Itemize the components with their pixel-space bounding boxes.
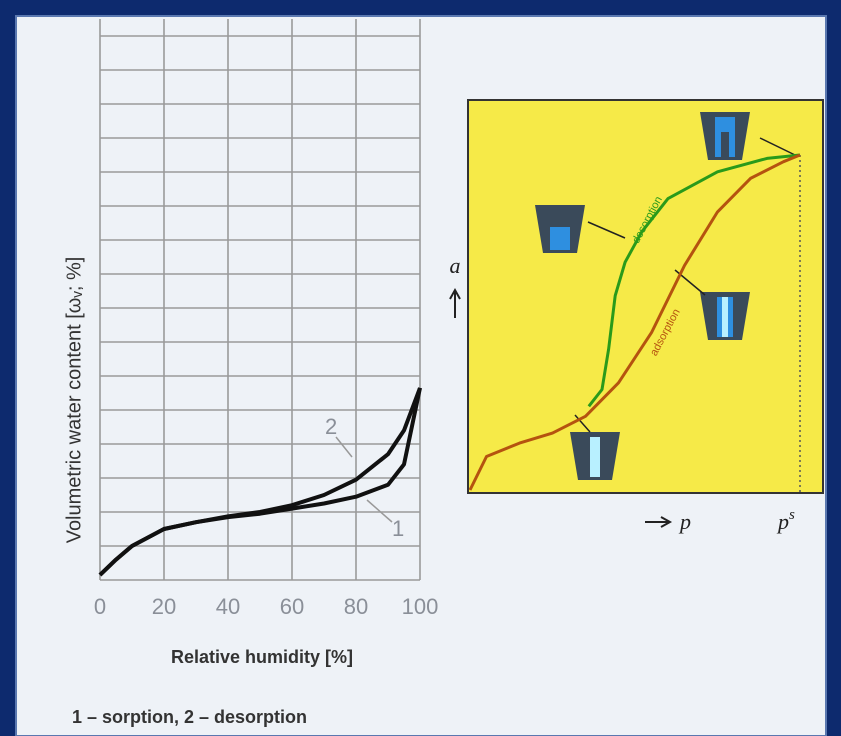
axis-arrow [645,516,673,528]
curve [98,387,422,577]
leader [366,499,393,523]
x-tick-label: 20 [152,594,176,619]
curve-label: 2 [325,414,337,439]
y-axis-label: a [450,253,461,278]
y-axis-label: Volumetric water content [ωᵥ; %] [63,257,85,544]
axis-arrow [449,287,461,318]
curve [468,153,801,491]
curve-label: 1 [392,516,404,541]
saturation-sup: s [789,507,795,523]
x-axis-label: p [678,509,691,534]
x-axis-label: Relative humidity [%] [171,647,353,667]
pore-icon [535,205,585,253]
x-tick-label: 80 [344,594,368,619]
x-tick-label: 0 [94,594,106,619]
saturation-base: p [776,509,789,534]
x-tick-label: 100 [402,594,439,619]
curve [587,153,801,408]
plot-area [467,99,824,494]
pointer-arrows [574,137,796,433]
caption: 1 – sorption, 2 – desorption [72,707,307,727]
pore-icon [700,112,750,160]
pore-icon [700,292,750,340]
x-tick-label: 40 [216,594,240,619]
saturation-label: ps [776,507,795,534]
pore-icon [570,432,620,480]
leader [335,436,353,458]
x-tick-label: 60 [280,594,304,619]
